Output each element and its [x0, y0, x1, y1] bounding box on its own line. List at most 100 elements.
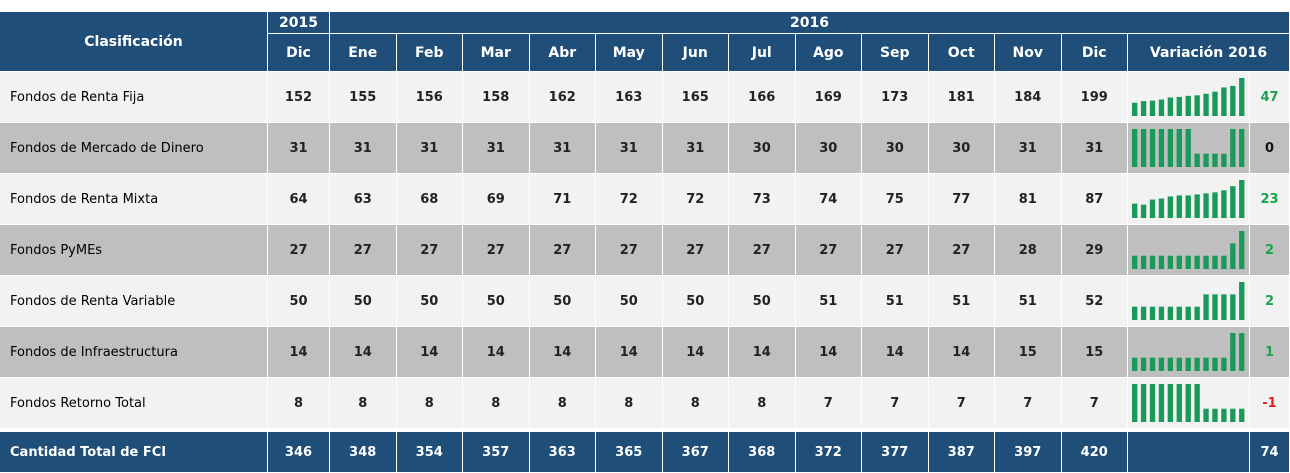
sparkline-bar	[1176, 96, 1182, 116]
value: 27	[330, 225, 397, 276]
sparkline-bar	[1239, 408, 1245, 422]
value: 152	[268, 72, 330, 123]
sparkline-bar	[1132, 129, 1138, 167]
sparkline-bar	[1140, 384, 1147, 422]
value: 72	[662, 174, 729, 225]
value: 8	[529, 378, 596, 429]
sparkline-cell	[1128, 225, 1250, 276]
sparkline-bar	[1185, 357, 1191, 371]
value: 31	[662, 123, 729, 174]
sparkline-bar	[1176, 129, 1182, 167]
value: 181	[928, 72, 995, 123]
total-value: 346	[268, 432, 330, 473]
value: 31	[995, 123, 1062, 174]
sparkline-bar	[1176, 357, 1182, 371]
value: 31	[529, 123, 596, 174]
total-value: 367	[662, 432, 729, 473]
value: 30	[862, 123, 929, 174]
value: 71	[529, 174, 596, 225]
month: Ago	[795, 34, 862, 72]
total-value: 354	[396, 432, 463, 473]
sparkline	[1132, 180, 1245, 218]
sparkline-bar	[1221, 190, 1227, 218]
variation-header: Variación 2016	[1128, 34, 1290, 72]
sparkline-bar	[1132, 357, 1138, 371]
sparkline-bar	[1203, 294, 1209, 320]
month: Jul	[729, 34, 796, 72]
sparkline-bar	[1158, 384, 1165, 422]
sparkline-bar	[1230, 408, 1236, 422]
value: 15	[1061, 327, 1128, 378]
value: 8	[396, 378, 463, 429]
sparkline-bar	[1132, 255, 1138, 269]
row-label: Fondos de Mercado de Dinero	[0, 123, 268, 174]
sparkline-bar	[1149, 306, 1156, 320]
sparkline-bar	[1185, 129, 1191, 167]
total-value: 365	[596, 432, 663, 473]
sparkline-bar	[1167, 255, 1174, 269]
sparkline-bar	[1221, 294, 1227, 320]
sparkline-bar	[1140, 204, 1147, 218]
value: 73	[729, 174, 796, 225]
value: 50	[529, 276, 596, 327]
value: 14	[529, 327, 596, 378]
value: 184	[995, 72, 1062, 123]
sparkline-bar	[1203, 153, 1209, 167]
value: 28	[995, 225, 1062, 276]
variation: 47	[1250, 72, 1290, 123]
variation: 2	[1250, 225, 1290, 276]
value: 8	[729, 378, 796, 429]
sparkline	[1132, 384, 1245, 422]
value: 31	[596, 123, 663, 174]
total-value: 420	[1061, 432, 1128, 473]
year: 2015	[268, 12, 330, 34]
value: 14	[268, 327, 330, 378]
value: 158	[463, 72, 530, 123]
value: 7	[862, 378, 929, 429]
sparkline-bar	[1212, 408, 1218, 422]
value: 50	[729, 276, 796, 327]
sparkline-bar	[1158, 99, 1165, 116]
total-value: 372	[795, 432, 862, 473]
value: 7	[795, 378, 862, 429]
sparkline-bar	[1149, 255, 1156, 269]
sparkline-bar	[1239, 180, 1245, 218]
sparkline-bar	[1230, 294, 1236, 320]
value: 14	[795, 327, 862, 378]
sparkline-bar	[1176, 384, 1182, 422]
value: 27	[268, 225, 330, 276]
row-label: Fondos Retorno Total	[0, 378, 268, 429]
month: Dic	[1061, 34, 1128, 72]
variation: 2	[1250, 276, 1290, 327]
value: 64	[268, 174, 330, 225]
total-value: 348	[330, 432, 397, 473]
variation: -1	[1250, 378, 1290, 429]
value: 50	[330, 276, 397, 327]
value: 31	[463, 123, 530, 174]
sparkline-cell	[1128, 276, 1250, 327]
value: 50	[662, 276, 729, 327]
sparkline-bar	[1149, 199, 1156, 218]
value: 27	[662, 225, 729, 276]
sparkline-bar	[1221, 87, 1227, 116]
sparkline-bar	[1158, 357, 1165, 371]
sparkline-bar	[1176, 195, 1182, 218]
value: 27	[928, 225, 995, 276]
value: 77	[928, 174, 995, 225]
total-variation: 74	[1250, 432, 1290, 473]
sparkline-bar	[1149, 357, 1156, 371]
sparkline-bar	[1185, 255, 1191, 269]
row-label: Fondos de Infraestructura	[0, 327, 268, 378]
value: 165	[662, 72, 729, 123]
value: 52	[1061, 276, 1128, 327]
row-label: Fondos de Renta Variable	[0, 276, 268, 327]
value: 31	[268, 123, 330, 174]
value: 8	[268, 378, 330, 429]
sparkline-bar	[1203, 93, 1209, 116]
sparkline-bar	[1239, 282, 1245, 320]
month: Feb	[396, 34, 463, 72]
value: 50	[463, 276, 530, 327]
value: 50	[396, 276, 463, 327]
value: 169	[795, 72, 862, 123]
sparkline-cell	[1128, 378, 1250, 429]
